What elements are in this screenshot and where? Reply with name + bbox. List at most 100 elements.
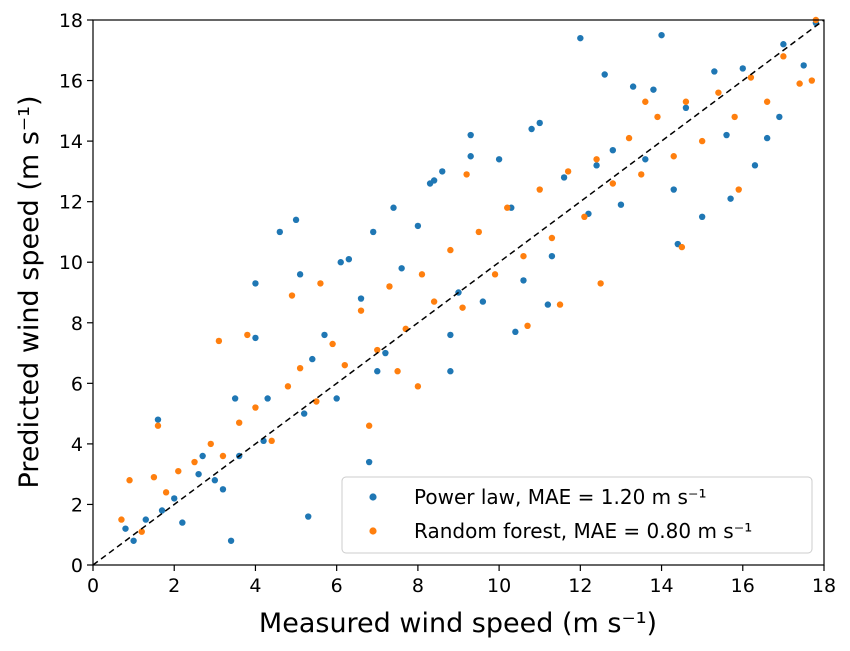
power-law-point bbox=[345, 255, 353, 263]
random-forest-point bbox=[491, 271, 499, 278]
power-law-point bbox=[520, 277, 527, 284]
random-forest-point bbox=[329, 340, 336, 348]
power-law-point bbox=[642, 156, 649, 163]
random-forest-point bbox=[625, 134, 633, 142]
random-forest-point bbox=[126, 477, 133, 484]
power-law-point bbox=[305, 513, 312, 520]
y-axis-title: Predicted wind speed (m s⁻¹) bbox=[14, 96, 45, 489]
random-forest-point bbox=[288, 292, 296, 299]
power-law-point bbox=[439, 168, 446, 175]
legend-marker-random-forest bbox=[369, 527, 377, 535]
power-law-point bbox=[382, 349, 389, 357]
random-forest-point bbox=[215, 337, 223, 345]
legend-box bbox=[341, 476, 813, 554]
random-forest-point bbox=[642, 98, 649, 105]
power-law-point bbox=[670, 186, 677, 193]
power-law-point bbox=[171, 495, 178, 502]
power-law-point bbox=[430, 177, 438, 184]
random-forest-point bbox=[593, 156, 600, 163]
power-law-point bbox=[727, 195, 734, 202]
random-forest-point bbox=[735, 186, 742, 193]
power-law-point bbox=[536, 119, 543, 127]
random-forest-point bbox=[536, 186, 543, 193]
random-forest-point bbox=[548, 234, 556, 242]
random-forest-point bbox=[191, 458, 198, 466]
power-law-point bbox=[601, 71, 608, 78]
random-forest-point bbox=[678, 243, 686, 251]
random-forest-point bbox=[252, 404, 259, 411]
random-forest-point bbox=[556, 301, 564, 308]
random-forest-point bbox=[581, 213, 588, 221]
points-layer bbox=[118, 16, 820, 544]
random-forest-point bbox=[731, 113, 738, 121]
power-law-point bbox=[252, 334, 259, 342]
power-law-point bbox=[130, 537, 137, 544]
legend: Power law, MAE = 1.20 m s⁻¹ Random fores… bbox=[341, 476, 813, 554]
random-forest-point bbox=[638, 171, 645, 178]
random-forest-point bbox=[175, 467, 182, 475]
y-tick-label: 18 bbox=[59, 10, 83, 32]
random-forest-point bbox=[698, 137, 706, 145]
random-forest-point bbox=[244, 331, 251, 339]
power-law-point bbox=[528, 125, 535, 133]
random-forest-point bbox=[138, 528, 145, 535]
power-law-point bbox=[577, 34, 584, 42]
x-tick-label: 0 bbox=[87, 575, 99, 597]
power-law-point bbox=[227, 537, 235, 544]
power-law-point bbox=[195, 470, 202, 478]
power-law-point bbox=[390, 204, 397, 211]
power-law-point bbox=[800, 62, 807, 69]
identity-reference-line bbox=[92, 19, 825, 566]
x-tick-label: 2 bbox=[168, 575, 180, 597]
power-law-point bbox=[593, 162, 600, 169]
power-law-point bbox=[154, 416, 162, 423]
x-tick-label: 10 bbox=[487, 575, 511, 597]
random-forest-point bbox=[394, 368, 401, 375]
random-forest-point bbox=[463, 171, 470, 178]
power-law-point bbox=[467, 131, 474, 139]
x-tick-label: 16 bbox=[731, 575, 755, 597]
legend-label-power-law: Power law, MAE = 1.20 m s⁻¹ bbox=[414, 485, 706, 509]
y-tick-label: 6 bbox=[71, 373, 83, 395]
power-law-point bbox=[370, 228, 377, 236]
power-law-point bbox=[479, 298, 487, 305]
power-law-point bbox=[763, 134, 771, 142]
random-forest-point bbox=[715, 89, 722, 96]
random-forest-point bbox=[459, 304, 466, 311]
x-tick-label: 4 bbox=[249, 575, 261, 597]
random-forest-point bbox=[414, 383, 422, 390]
power-law-point bbox=[142, 516, 149, 523]
power-law-point bbox=[398, 265, 405, 272]
power-law-point bbox=[211, 477, 219, 484]
random-forest-point bbox=[654, 113, 661, 121]
power-law-point bbox=[309, 355, 316, 363]
power-law-point bbox=[374, 368, 381, 375]
random-forest-point bbox=[564, 168, 572, 175]
random-forest-point bbox=[365, 422, 373, 429]
random-forest-point bbox=[268, 437, 275, 445]
power-law-point bbox=[512, 328, 519, 336]
legend-label-random-forest: Random forest, MAE = 0.80 m s⁻¹ bbox=[414, 519, 752, 543]
random-forest-point bbox=[780, 53, 787, 60]
y-tick-label: 10 bbox=[59, 252, 83, 274]
power-law-point bbox=[321, 331, 328, 339]
power-law-point bbox=[650, 86, 657, 93]
random-forest-point bbox=[154, 422, 162, 429]
power-law-point bbox=[560, 174, 568, 181]
power-law-point bbox=[414, 222, 422, 230]
power-law-point bbox=[296, 271, 304, 278]
random-forest-point bbox=[162, 489, 170, 496]
power-law-point bbox=[739, 65, 746, 72]
y-tick-label: 4 bbox=[71, 434, 83, 456]
random-forest-point bbox=[313, 398, 320, 405]
power-law-point bbox=[219, 486, 227, 493]
legend-marker-power-law bbox=[369, 493, 377, 501]
power-law-point bbox=[780, 41, 787, 48]
power-law-point bbox=[292, 216, 300, 224]
power-law-point bbox=[447, 368, 454, 375]
power-law-point bbox=[122, 525, 129, 532]
random-forest-point bbox=[418, 271, 426, 278]
x-tick-label: 18 bbox=[812, 575, 836, 597]
random-forest-point bbox=[284, 383, 292, 390]
y-tick-label: 2 bbox=[71, 494, 83, 516]
